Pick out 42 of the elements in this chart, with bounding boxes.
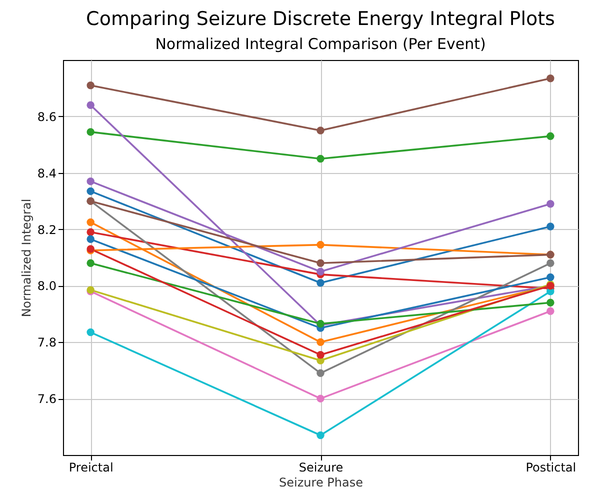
point <box>86 187 94 196</box>
point <box>546 132 554 140</box>
point <box>316 154 324 163</box>
point <box>86 177 94 186</box>
point <box>86 328 94 336</box>
x-tick-label: Postictal <box>526 460 576 474</box>
point <box>86 235 94 244</box>
x-tick-label: Seizure <box>298 460 344 474</box>
point <box>316 350 324 359</box>
point <box>316 394 324 402</box>
point <box>316 240 324 249</box>
point <box>86 82 94 90</box>
point <box>316 431 324 440</box>
point <box>316 279 324 287</box>
chart-subtitle: Normalized Integral Comparison (Per Event) <box>155 35 486 53</box>
point <box>546 273 554 282</box>
point <box>316 268 324 276</box>
chart-title: Comparing Seizure Discrete Energy Integral Plots <box>86 8 555 30</box>
point <box>86 128 94 136</box>
point <box>546 259 554 268</box>
y-tick-label: 8.0 <box>37 279 56 294</box>
point <box>316 259 324 268</box>
point <box>316 126 324 134</box>
point <box>546 200 554 208</box>
point <box>86 101 94 110</box>
point <box>546 307 554 315</box>
y-tick-label: 8.2 <box>37 222 56 237</box>
y-tick-label: 7.8 <box>37 336 56 350</box>
point <box>86 259 94 268</box>
y-axis-title: Normalized Integral <box>19 198 34 318</box>
point <box>316 369 324 378</box>
x-axis-title: Seizure Phase <box>279 476 363 490</box>
point <box>86 218 94 226</box>
point <box>316 338 324 346</box>
x-tick-label: Preictal <box>68 460 114 474</box>
y-tick-label: 7.6 <box>37 392 56 406</box>
point <box>546 298 554 307</box>
point <box>546 74 554 82</box>
point <box>546 222 554 230</box>
y-tick-label: 8.4 <box>37 166 56 180</box>
y-tick-label: 8.6 <box>37 110 56 124</box>
point <box>86 228 94 236</box>
